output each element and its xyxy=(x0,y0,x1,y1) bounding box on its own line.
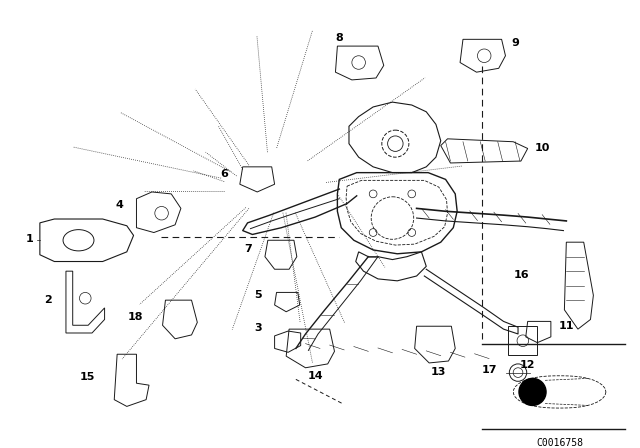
Text: 2: 2 xyxy=(44,295,51,305)
Text: 7: 7 xyxy=(244,244,252,254)
Text: 14: 14 xyxy=(307,371,323,381)
Text: 9: 9 xyxy=(511,38,519,48)
Text: 8: 8 xyxy=(335,33,343,43)
Text: 3: 3 xyxy=(255,323,262,333)
Text: 1: 1 xyxy=(26,234,33,244)
Text: 13: 13 xyxy=(431,366,447,376)
Text: 10: 10 xyxy=(534,143,550,153)
Text: 11: 11 xyxy=(559,321,574,331)
Text: 5: 5 xyxy=(255,290,262,300)
Text: 15: 15 xyxy=(79,372,95,382)
Circle shape xyxy=(519,379,546,405)
Text: 6: 6 xyxy=(220,168,228,178)
Text: 12: 12 xyxy=(520,360,536,370)
Text: 16: 16 xyxy=(514,270,530,280)
Text: 17: 17 xyxy=(481,365,497,375)
Text: 4: 4 xyxy=(115,200,123,211)
Text: C0016758: C0016758 xyxy=(536,438,583,448)
Text: 18: 18 xyxy=(128,312,143,323)
